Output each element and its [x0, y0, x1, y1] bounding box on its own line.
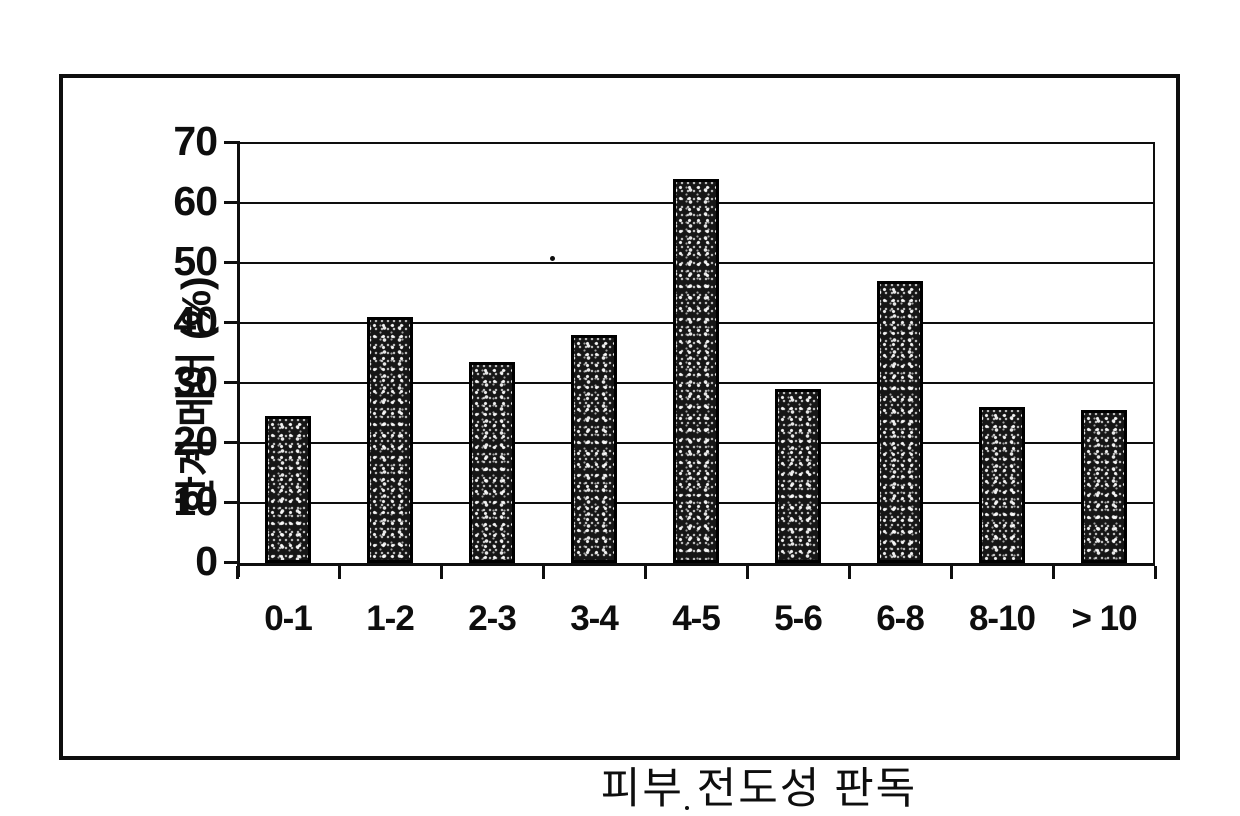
bar-2-3	[469, 362, 515, 563]
bar-3-4	[571, 335, 617, 563]
bar-> 10	[1081, 410, 1127, 563]
y-axis-tick	[224, 441, 237, 444]
x-tick-label: 5-6	[774, 599, 823, 638]
y-axis-tick	[224, 141, 237, 144]
x-axis-tick	[542, 566, 545, 579]
x-tick-label: 1-2	[366, 599, 415, 638]
x-axis-tick	[338, 566, 341, 579]
x-axis-line	[237, 563, 1155, 566]
x-tick-label: 6-8	[876, 599, 925, 638]
scan-speck	[550, 256, 555, 261]
bar-0-1	[265, 416, 311, 563]
y-tick-label: 10	[173, 478, 218, 524]
y-axis-tick	[224, 381, 237, 384]
y-tick-label: 20	[173, 418, 218, 464]
x-tick-label: 8-10	[968, 599, 1036, 638]
y-axis-tick	[224, 321, 237, 324]
y-axis-tick	[224, 501, 237, 504]
x-axis-tick	[950, 566, 953, 579]
x-axis-tick	[1154, 566, 1157, 579]
y-axis-tick	[224, 201, 237, 204]
bar-1-2	[367, 317, 413, 563]
y-tick-label: 0	[195, 538, 218, 584]
x-axis-tick	[644, 566, 647, 579]
x-axis-tick	[1052, 566, 1055, 579]
y-axis-tick	[224, 261, 237, 264]
x-axis-tick	[848, 566, 851, 579]
bar-6-8	[877, 281, 923, 563]
bar-4-5	[673, 179, 719, 563]
y-tick-label: 50	[173, 238, 218, 284]
y-axis-tick	[224, 561, 237, 564]
y-tick-label: 40	[173, 298, 218, 344]
y-gridline	[237, 142, 1155, 144]
x-axis-tick	[746, 566, 749, 579]
y-tick-label: 60	[173, 178, 218, 224]
y-tick-label: 70	[173, 118, 218, 164]
plot-right-border	[1153, 143, 1155, 563]
bar-8-10	[979, 407, 1025, 563]
x-tick-label: > 10	[1071, 599, 1137, 638]
bar-5-6	[775, 389, 821, 563]
x-axis-tick	[440, 566, 443, 579]
x-tick-label: 2-3	[468, 599, 517, 638]
scan-speck	[685, 806, 689, 810]
x-axis-title: 피부 전도성 판독	[600, 766, 918, 813]
y-axis-line	[237, 141, 240, 577]
x-tick-label: 0-1	[264, 599, 313, 638]
y-tick-label: 30	[173, 358, 218, 404]
x-tick-label: 4-5	[672, 599, 721, 638]
x-tick-label: 3-4	[570, 599, 619, 638]
x-axis-tick	[236, 566, 239, 579]
